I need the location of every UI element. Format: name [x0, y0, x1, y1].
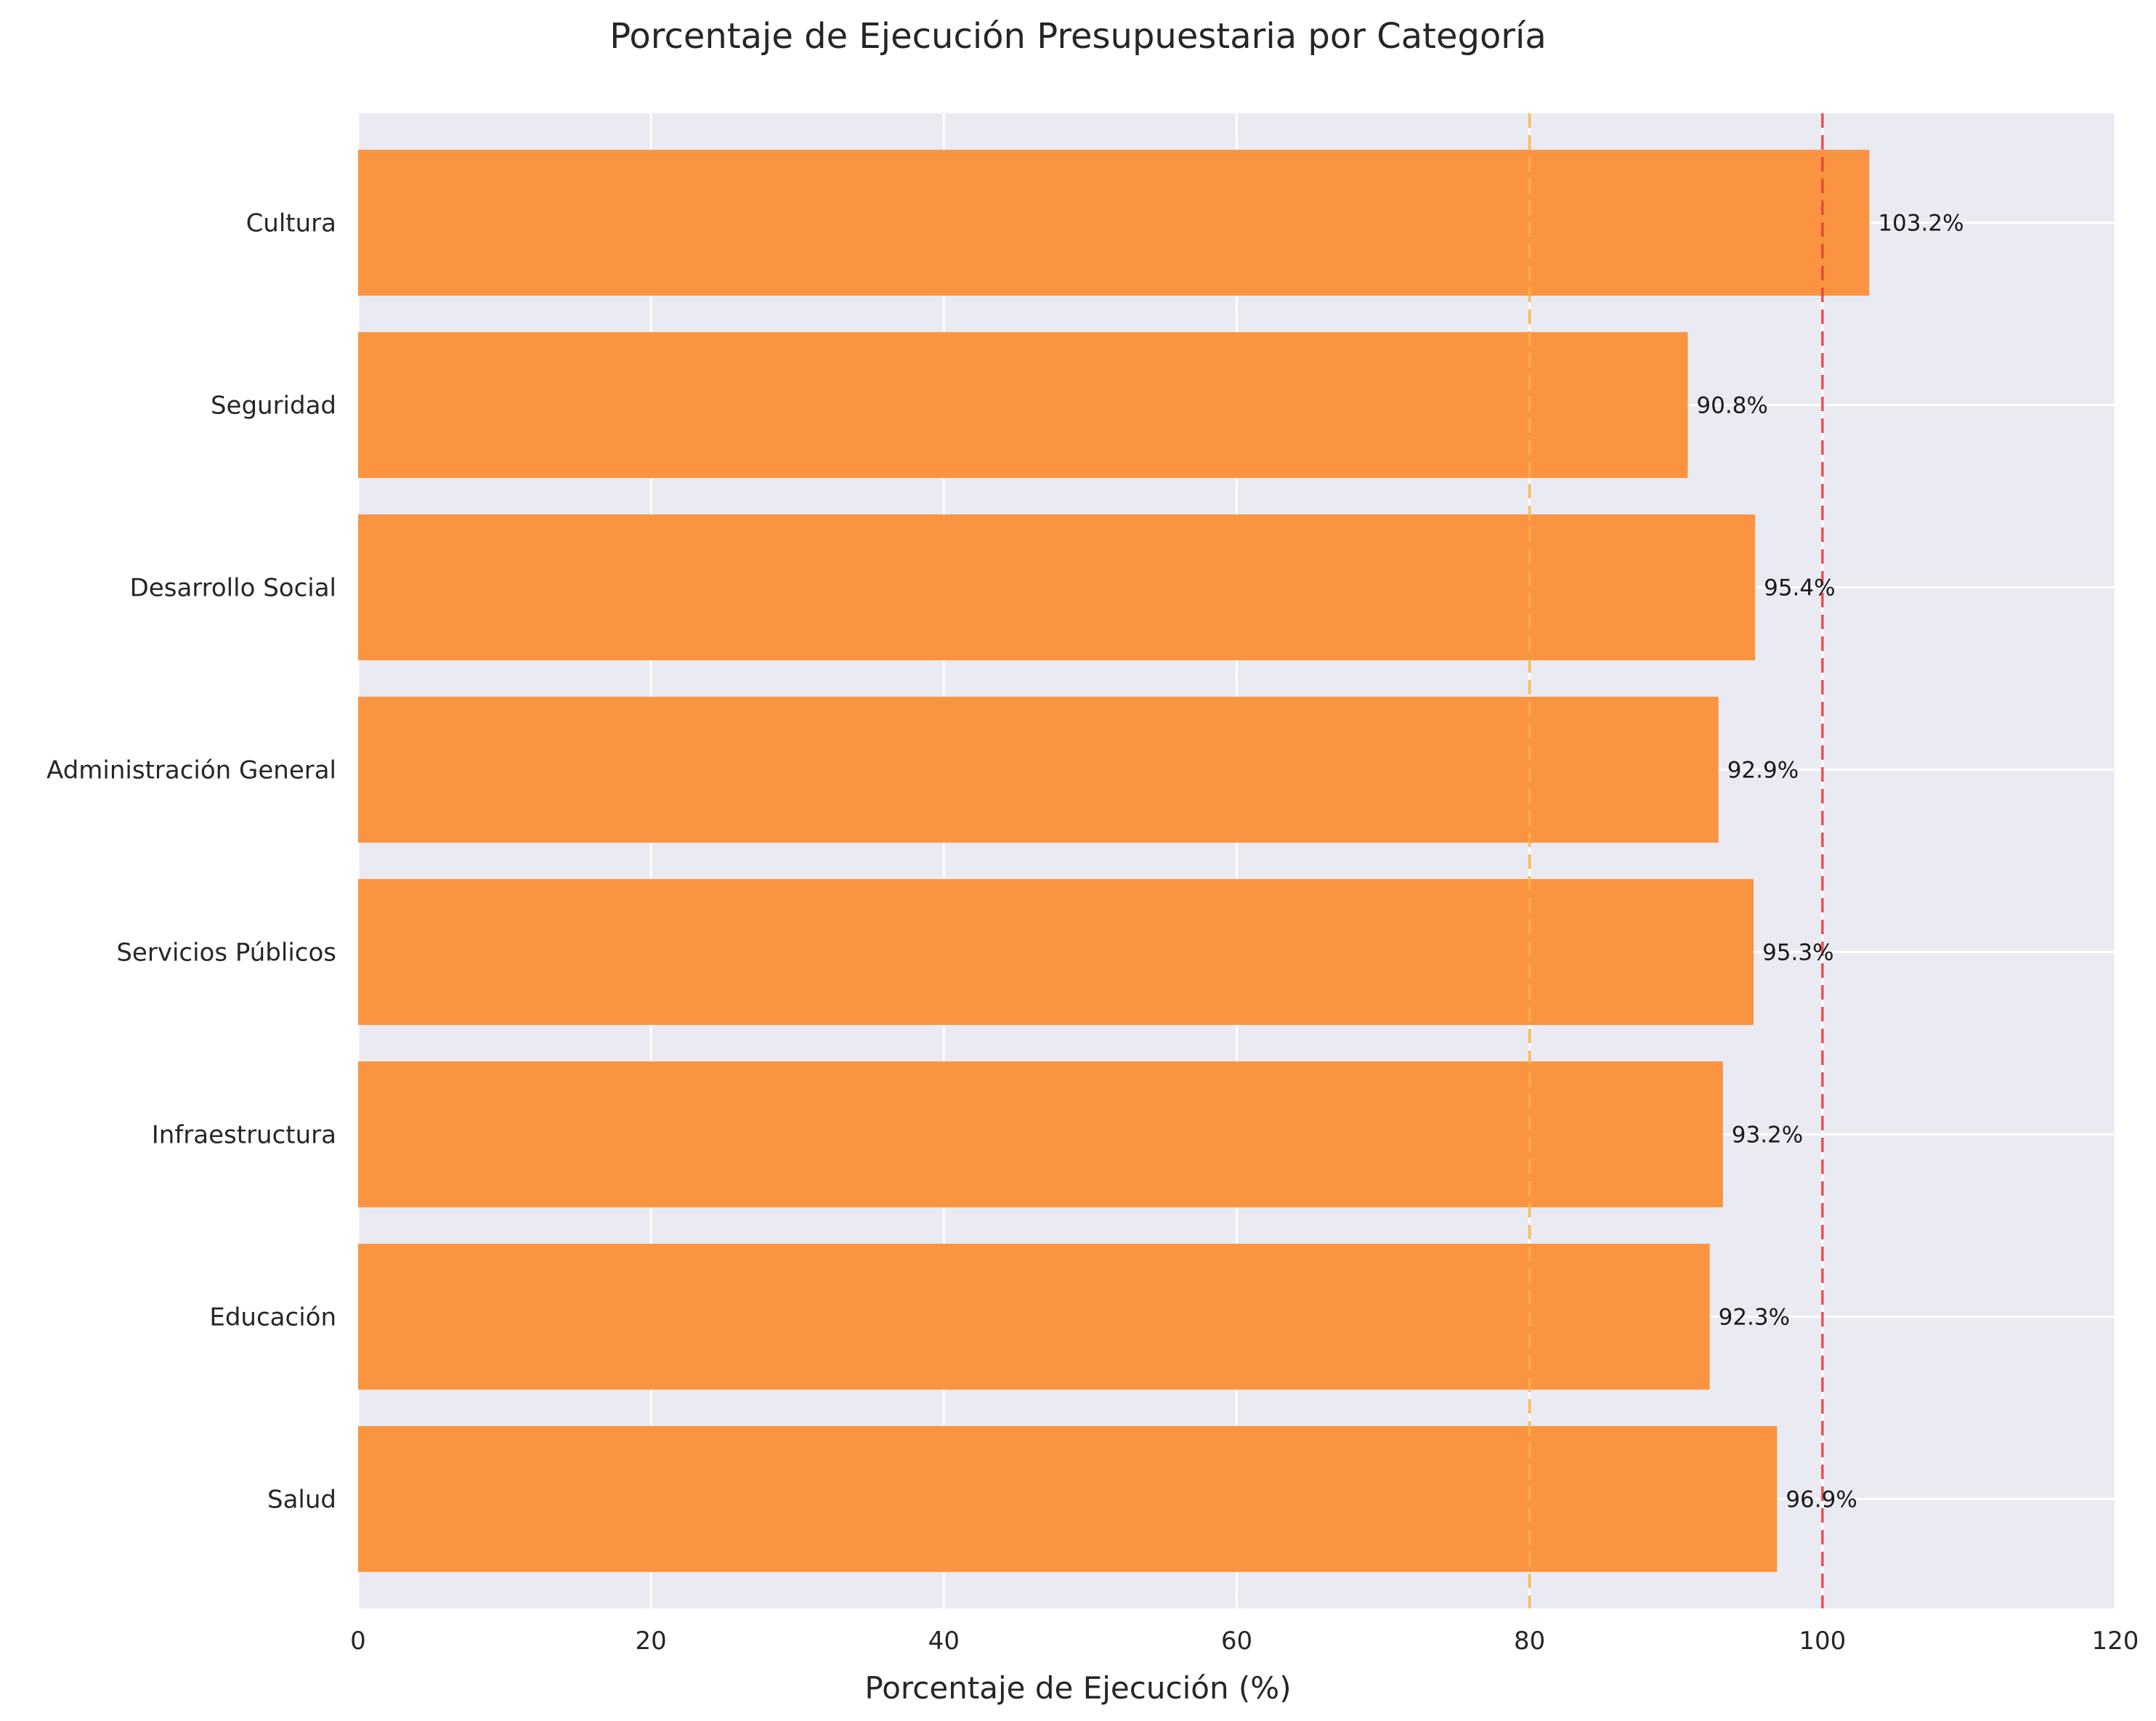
bar-cultura	[358, 150, 1870, 296]
x-tick-label: 80	[1514, 1627, 1545, 1656]
x-tick-labels: 0 20 40 60 80 100 120	[350, 1627, 2139, 1656]
y-tick-label: Salud	[267, 1485, 336, 1514]
bar-administración-general	[358, 697, 1719, 843]
data-label: 92.3%	[1719, 1304, 1790, 1330]
y-tick-label: Infraestructura	[152, 1120, 336, 1149]
data-label: 96.9%	[1786, 1486, 1857, 1513]
data-label: 93.2%	[1732, 1122, 1803, 1148]
x-tick-label: 0	[350, 1627, 366, 1656]
x-tick-label: 60	[1221, 1627, 1252, 1656]
x-tick-label: 20	[636, 1627, 667, 1656]
y-tick-label: Servicios Públicos	[116, 938, 336, 967]
data-label: 90.8%	[1696, 393, 1767, 419]
data-label: 95.3%	[1762, 939, 1833, 965]
bar-servicios-públicos	[358, 879, 1754, 1025]
bar-educación	[358, 1244, 1710, 1390]
x-tick-label: 40	[928, 1627, 960, 1656]
reference-lines	[1528, 113, 1824, 1608]
bars	[358, 150, 1870, 1572]
bar-seguridad	[358, 332, 1688, 478]
y-tick-label: Cultura	[246, 209, 336, 238]
y-tick-label: Seguridad	[211, 392, 336, 421]
data-label: 103.2%	[1878, 211, 1963, 237]
data-label: 95.4%	[1764, 575, 1835, 602]
bar-desarrollo-social	[358, 514, 1756, 660]
y-tick-labels: Salud Educación Infraestructura Servicios P…	[46, 209, 336, 1515]
x-axis-label: Porcentaje de Ejecución (%)	[864, 1670, 1291, 1706]
data-labels: 96.9% 92.3% 93.2% 95.3% 92.9% 95.4% 90.8% 103.2…	[1696, 211, 1963, 1513]
x-tick-label: 120	[2092, 1627, 2139, 1656]
data-label: 92.9%	[1727, 758, 1799, 784]
y-tick-label: Desarrollo Social	[130, 574, 336, 603]
y-tick-label: Administración General	[46, 756, 336, 785]
bar-salud	[358, 1426, 1778, 1572]
bar-infraestructura	[358, 1061, 1723, 1207]
chart-title: Porcentaje de Ejecución Presupuestaria p…	[609, 16, 1547, 57]
y-tick-label: Educación	[209, 1303, 336, 1332]
x-tick-label: 100	[1799, 1627, 1846, 1656]
